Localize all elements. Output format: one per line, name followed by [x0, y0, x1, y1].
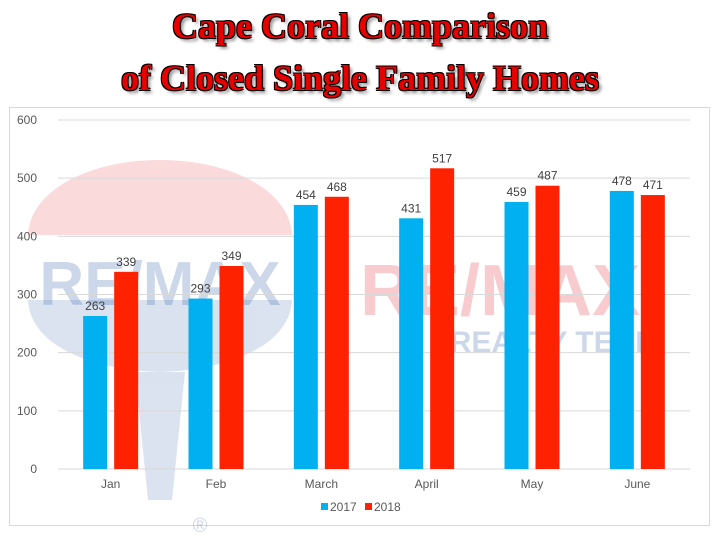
data-label-2017-jan: 263 [85, 299, 105, 313]
data-label-2017-june: 478 [612, 174, 632, 188]
x-tick-label-feb: Feb [206, 477, 227, 491]
data-label-2018-march: 468 [327, 180, 347, 194]
data-label-2017-april: 431 [401, 201, 421, 215]
data-label-2018-may: 487 [537, 169, 557, 183]
x-tick-label-june: June [624, 477, 650, 491]
y-tick-label-6: 600 [17, 113, 37, 127]
bar-2017-april [399, 218, 424, 469]
y-tick-label-0: 0 [30, 462, 37, 476]
legend-label-2018: 2018 [374, 500, 401, 514]
y-tick-label-2: 200 [17, 346, 37, 360]
data-label-2018-jan: 339 [116, 255, 136, 269]
balloon-basket-icon [135, 372, 185, 500]
bar-2017-feb [188, 298, 213, 469]
x-tick-label-may: May [521, 477, 544, 491]
bar-2018-april [430, 168, 455, 470]
x-tick-label-march: March [305, 477, 338, 491]
data-label-2018-april: 517 [432, 151, 452, 165]
legend-swatch-2018 [365, 503, 372, 510]
data-label-2018-feb: 349 [221, 249, 241, 263]
chart-frame [9, 107, 710, 526]
bar-2018-march [324, 196, 349, 469]
legend-label-2017: 2017 [330, 500, 357, 514]
data-label-2017-may: 459 [506, 185, 526, 199]
y-tick-label-4: 400 [17, 229, 37, 243]
watermark-brand-left: RE/MAX [39, 250, 280, 319]
data-label-2017-feb: 293 [190, 282, 210, 296]
y-tick-label-1: 100 [17, 404, 37, 418]
bar-2018-may [535, 185, 560, 469]
data-label-2018-june: 471 [643, 178, 663, 192]
x-tick-label-jan: Jan [101, 477, 120, 491]
chart-title-line-2: of Closed Single Family Homes [121, 58, 599, 98]
balloon-top-icon [28, 160, 292, 235]
x-tick-label-april: April [415, 477, 439, 491]
y-tick-label-3: 300 [17, 288, 37, 302]
bar-2018-june [640, 195, 665, 469]
watermark-registered-mark: ® [193, 515, 208, 537]
bar-2018-feb [219, 265, 244, 469]
bar-2017-march [293, 204, 318, 469]
chart-title-line-1: Cape Coral Comparison [172, 6, 548, 46]
y-tick-label-5: 500 [17, 171, 37, 185]
bar-2017-jan [83, 316, 108, 469]
remax-watermark [28, 160, 292, 500]
data-label-2017-march: 454 [296, 188, 316, 202]
legend-swatch-2017 [321, 503, 328, 510]
bar-2017-june [609, 190, 634, 470]
bar-2017-may [504, 202, 529, 469]
bar-2018-jan [114, 271, 139, 469]
